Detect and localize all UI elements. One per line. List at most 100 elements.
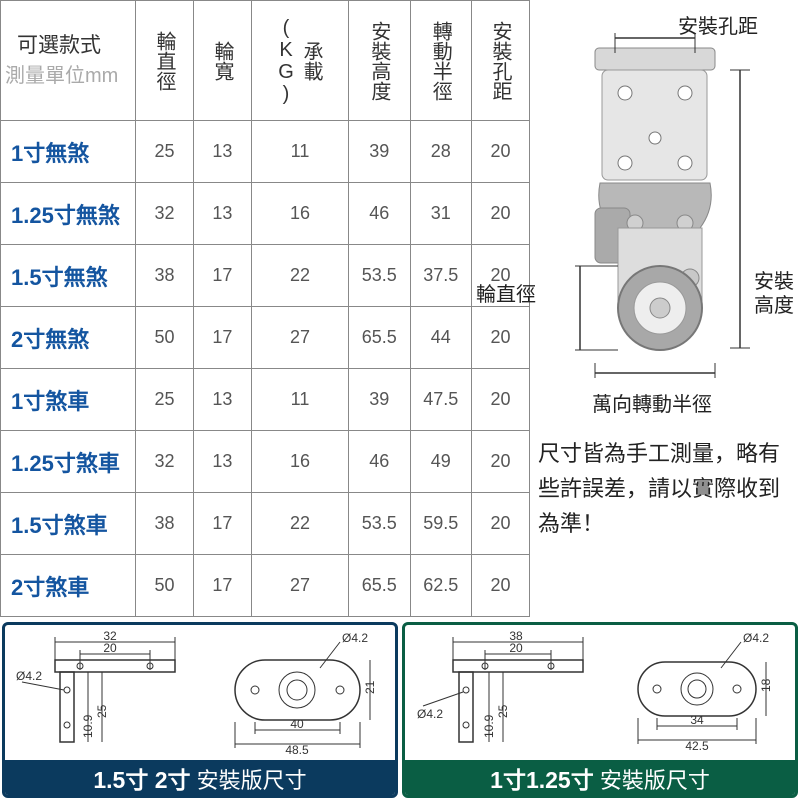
table-row: 1.5寸無煞38172253.537.520: [1, 245, 530, 307]
row-label: 1.25寸無煞: [1, 183, 136, 245]
panel-large: 32 20 Ø4.2 10.9 25: [2, 622, 398, 798]
label-wheel-dia: 輪直徑: [476, 278, 536, 307]
panel-small-body: 38 20 Ø4.2 10.9 25 Ø4.2: [405, 625, 795, 760]
row-label: 1寸煞車: [1, 369, 136, 431]
svg-text:34: 34: [690, 713, 704, 727]
cell: 22: [251, 245, 348, 307]
panel-large-body: 32 20 Ø4.2 10.9 25: [5, 625, 395, 760]
row-label: 1.5寸無煞: [1, 245, 136, 307]
svg-text:25: 25: [95, 704, 109, 718]
svg-text:48.5: 48.5: [285, 743, 309, 755]
svg-text:40: 40: [290, 717, 304, 731]
svg-text:21: 21: [363, 680, 377, 694]
panel-small-footer: 1寸1.25寸 安裝版尺寸: [405, 760, 795, 798]
measurement-note: 尺寸皆為手工測量，略有些許誤差，請以實際收到為準！: [534, 428, 796, 542]
panel-large-footer: 1.5寸 2寸 安裝版尺寸: [5, 760, 395, 798]
svg-text:42.5: 42.5: [685, 739, 709, 753]
row-label: 1.25寸煞車: [1, 431, 136, 493]
cell: 39: [349, 121, 410, 183]
bracket-drawing-left: 32 20 Ø4.2 10.9 25: [10, 630, 200, 755]
svg-text:Ø4.2: Ø4.2: [342, 631, 368, 645]
cell: 16: [251, 431, 348, 493]
cell: 53.5: [349, 245, 410, 307]
label-hole-pitch: 安裝孔距: [678, 10, 758, 39]
cell: 20: [471, 493, 529, 555]
cell: 37.5: [410, 245, 471, 307]
table-row: 2寸無煞50172765.54420: [1, 307, 530, 369]
spec-table-wrap: 可選款式 測量單位mm 輪直徑 輪寬 承載(KG) 安裝高度 轉動半徑 安裝孔距…: [0, 0, 530, 620]
spec-table: 可選款式 測量單位mm 輪直徑 輪寬 承載(KG) 安裝高度 轉動半徑 安裝孔距…: [0, 0, 530, 617]
table-row: 1.25寸煞車321316464920: [1, 431, 530, 493]
plate-drawing-left: Ø4.2 21 40 48.5: [210, 630, 390, 755]
cell: 65.5: [349, 555, 410, 617]
row-label: 2寸無煞: [1, 307, 136, 369]
plate-drawing-right: Ø4.2 18 34 42.5: [613, 630, 788, 755]
cell: 20: [471, 431, 529, 493]
cell: 20: [471, 183, 529, 245]
svg-text:18: 18: [759, 678, 773, 692]
cell: 50: [136, 307, 194, 369]
corner-line2: 測量單位mm: [5, 61, 131, 91]
label-install-height: 安裝高度: [754, 270, 798, 318]
cell: 50: [136, 555, 194, 617]
cell: 39: [349, 369, 410, 431]
header-wheel-width: 輪寬: [193, 1, 251, 121]
svg-text:10.9: 10.9: [81, 714, 95, 738]
footer-text-left: 安裝版尺寸: [191, 768, 307, 793]
header-load: 承載(KG): [251, 1, 348, 121]
corner-line1: 可選款式: [17, 30, 131, 62]
cell: 65.5: [349, 307, 410, 369]
cell: 49: [410, 431, 471, 493]
cell: 13: [193, 183, 251, 245]
cell: 32: [136, 183, 194, 245]
svg-text:20: 20: [103, 641, 117, 655]
cell: 17: [193, 245, 251, 307]
table-row: 1.25寸無煞321316463120: [1, 183, 530, 245]
cell: 22: [251, 493, 348, 555]
row-label: 2寸煞車: [1, 555, 136, 617]
cell: 53.5: [349, 493, 410, 555]
cell: 38: [136, 245, 194, 307]
bottom-panels: 32 20 Ø4.2 10.9 25: [0, 620, 800, 800]
cell: 46: [349, 431, 410, 493]
cell: 27: [251, 307, 348, 369]
row-label: 1.5寸煞車: [1, 493, 136, 555]
caster-diagram: [540, 8, 790, 388]
cell: 28: [410, 121, 471, 183]
main-area: 可選款式 測量單位mm 輪直徑 輪寬 承載(KG) 安裝高度 轉動半徑 安裝孔距…: [0, 0, 800, 620]
cell: 11: [251, 121, 348, 183]
svg-text:25: 25: [496, 704, 510, 718]
row-label: 1寸無煞: [1, 121, 136, 183]
svg-text:Ø4.2: Ø4.2: [417, 707, 443, 721]
cell: 59.5: [410, 493, 471, 555]
svg-text:Ø4.2: Ø4.2: [743, 631, 769, 645]
diagram-panel: 安裝孔距: [530, 0, 800, 620]
cell: 32: [136, 431, 194, 493]
cell: 17: [193, 307, 251, 369]
cell: 20: [471, 121, 529, 183]
cell: 31: [410, 183, 471, 245]
footer-bold-left: 1.5寸 2寸: [93, 767, 190, 793]
table-row: 1寸煞車2513113947.520: [1, 369, 530, 431]
svg-text:10.9: 10.9: [482, 714, 496, 738]
header-hole-pitch: 安裝孔距: [471, 1, 529, 121]
cell: 17: [193, 555, 251, 617]
cell: 44: [410, 307, 471, 369]
cell: 13: [193, 431, 251, 493]
cell: 25: [136, 369, 194, 431]
cell: 20: [471, 307, 529, 369]
table-row: 1.5寸煞車38172253.559.520: [1, 493, 530, 555]
footer-bold-right: 1寸1.25寸: [490, 767, 594, 793]
panel-small: 38 20 Ø4.2 10.9 25 Ø4.2: [402, 622, 798, 798]
cell: 20: [471, 369, 529, 431]
cell: 16: [251, 183, 348, 245]
bracket-drawing-right: 38 20 Ø4.2 10.9 25: [413, 630, 603, 755]
cell: 11: [251, 369, 348, 431]
cell: 46: [349, 183, 410, 245]
footer-text-right: 安裝版尺寸: [594, 768, 710, 793]
cell: 20: [471, 555, 529, 617]
header-wheel-dia: 輪直徑: [136, 1, 194, 121]
cell: 13: [193, 121, 251, 183]
table-corner: 可選款式 測量單位mm: [1, 1, 136, 121]
svg-text:Ø4.2: Ø4.2: [16, 669, 42, 683]
